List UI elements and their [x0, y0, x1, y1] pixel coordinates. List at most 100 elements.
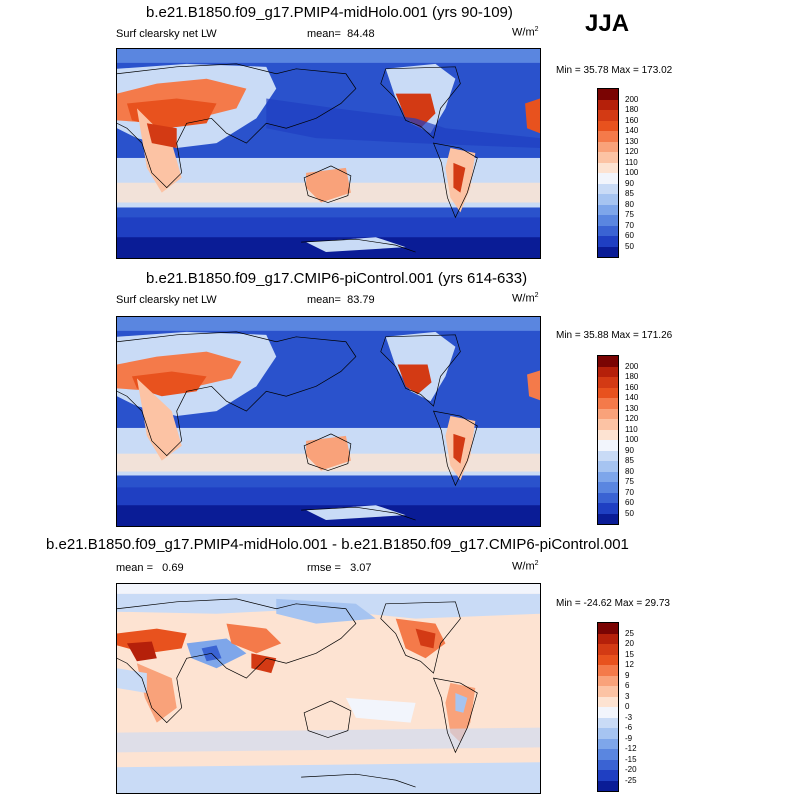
colorbar-2-label: 140 — [625, 393, 639, 402]
colorbar-1-swatch — [598, 120, 618, 131]
panel3-mean-label: mean = — [116, 562, 153, 574]
colorbar-3 — [597, 622, 619, 792]
colorbar-1-label: 180 — [625, 105, 639, 114]
panel3-minmax: Min = -24.62 Max = 29.73 — [556, 598, 670, 609]
units-text: W/m — [512, 26, 535, 39]
colorbar-2-swatch — [598, 461, 618, 472]
colorbar-2-swatch — [598, 450, 618, 461]
panel1-mean-label: mean= — [307, 28, 341, 40]
panel1-map — [116, 48, 541, 259]
colorbar-2-swatch — [598, 419, 618, 430]
colorbar-3-label: 15 — [625, 649, 634, 659]
colorbar-1-swatch — [598, 194, 618, 205]
panel3-rmse-value: 3.07 — [350, 562, 372, 574]
colorbar-1-label: 85 — [625, 189, 634, 198]
colorbar-3-swatch — [598, 623, 618, 634]
colorbar-2-swatch — [598, 513, 618, 524]
colorbar-1-swatch — [598, 162, 618, 173]
colorbar-2-label: 160 — [625, 382, 639, 392]
colorbar-2-swatch — [598, 503, 618, 514]
colorbar-3-swatch — [598, 759, 618, 770]
panel2-mean-label: mean= — [307, 294, 341, 306]
units-text: W/m — [512, 292, 535, 305]
colorbar-1-swatch — [598, 141, 618, 152]
colorbar-2-swatch — [598, 482, 618, 493]
colorbar-3-label: 6 — [625, 681, 630, 690]
panel3-map — [116, 583, 541, 794]
colorbar-3-swatch — [598, 717, 618, 728]
panel1-title: b.e21.B1850.f09_g17.PMIP4-midHolo.001 (y… — [146, 4, 513, 21]
colorbar-1-label: 110 — [625, 157, 638, 167]
colorbar-3-label: -15 — [625, 754, 637, 764]
colorbar-1-label: 90 — [625, 178, 634, 188]
colorbar-2-label: 130 — [625, 403, 639, 413]
colorbar-3-label: 12 — [625, 660, 634, 669]
panel1-variable: Surf clearsky net LW — [116, 28, 217, 40]
colorbar-1-swatch — [598, 225, 618, 236]
panel2-units: W/m2 — [512, 292, 539, 305]
colorbar-3-label: -12 — [625, 744, 637, 753]
colorbar-1-label: 75 — [625, 210, 634, 219]
colorbar-2-label: 90 — [625, 445, 634, 455]
colorbar-2-label: 85 — [625, 456, 634, 465]
colorbar-2 — [597, 355, 619, 525]
colorbar-2-swatch — [598, 492, 618, 503]
colorbar-2-swatch — [598, 387, 618, 398]
colorbar-2-label: 60 — [625, 498, 634, 507]
colorbar-2-swatch — [598, 398, 618, 409]
units-exp: 2 — [534, 560, 539, 567]
colorbar-1-label: 50 — [625, 241, 634, 251]
colorbar-1-label: 160 — [625, 115, 639, 125]
colorbar-1-label: 200 — [625, 94, 639, 104]
panel2-variable: Surf clearsky net LW — [116, 294, 217, 306]
panel2-map-svg — [117, 317, 540, 526]
colorbar-3-label: 20 — [625, 639, 634, 648]
colorbar-2-swatch — [598, 356, 618, 367]
panel2-title: b.e21.B1850.f09_g17.CMIP6-piControl.001 … — [146, 270, 528, 287]
colorbar-1-swatch — [598, 215, 618, 226]
colorbar-1-label: 120 — [625, 147, 639, 156]
colorbar-3-label: -20 — [625, 765, 637, 774]
colorbar-3-label: -3 — [625, 712, 633, 722]
panel2-mean: mean= 83.79 — [307, 294, 375, 306]
units-text: W/m — [512, 560, 535, 573]
colorbar-3-swatch — [598, 644, 618, 655]
units-exp: 2 — [534, 26, 539, 33]
panel3-units: W/m2 — [512, 560, 539, 573]
colorbar-1-swatch — [598, 236, 618, 247]
panel1-minmax: Min = 35.78 Max = 173.02 — [556, 65, 673, 76]
colorbar-2-swatch — [598, 471, 618, 482]
colorbar-1-swatch — [598, 131, 618, 142]
colorbar-2-swatch — [598, 440, 618, 451]
colorbar-3-swatch — [598, 654, 618, 665]
colorbar-2-label: 180 — [625, 372, 639, 381]
colorbar-1-label: 80 — [625, 199, 634, 209]
colorbar-1-label: 70 — [625, 220, 634, 230]
colorbar-2-label: 100 — [625, 435, 639, 444]
colorbar-1-swatch — [598, 99, 618, 110]
colorbar-1-swatch — [598, 110, 618, 121]
panel1-mean: mean= 84.48 — [307, 28, 375, 40]
colorbar-2-label: 110 — [625, 424, 638, 434]
colorbar-3-swatch — [598, 686, 618, 697]
colorbar-1-swatch — [598, 204, 618, 215]
colorbar-2-label: 50 — [625, 508, 634, 518]
panel1-units: W/m2 — [512, 26, 539, 39]
colorbar-3-swatch — [598, 728, 618, 739]
colorbar-3-swatch — [598, 707, 618, 718]
colorbar-3-swatch — [598, 738, 618, 749]
colorbar-2-swatch — [598, 429, 618, 440]
colorbar-2-swatch — [598, 408, 618, 419]
colorbar-3-swatch — [598, 675, 618, 686]
panel1-mean-value: 84.48 — [347, 28, 375, 40]
colorbar-2-label: 200 — [625, 361, 639, 371]
colorbar-3-label: 25 — [625, 628, 634, 638]
colorbar-1-label: 130 — [625, 136, 639, 146]
colorbar-1-label: 140 — [625, 126, 639, 135]
colorbar-3-label: -9 — [625, 733, 633, 743]
colorbar-2-swatch — [598, 377, 618, 388]
colorbar-2-swatch — [598, 366, 618, 377]
colorbar-1-swatch — [598, 246, 618, 257]
colorbar-2-label: 120 — [625, 414, 639, 423]
colorbar-1-swatch — [598, 152, 618, 163]
